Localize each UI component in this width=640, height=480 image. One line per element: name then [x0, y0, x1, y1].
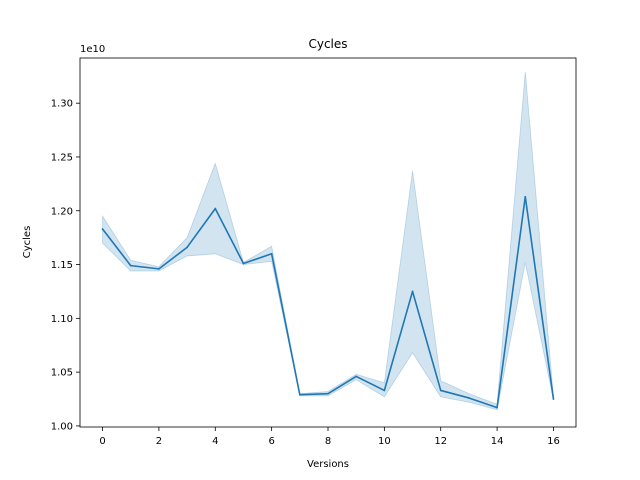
data-point — [129, 264, 132, 267]
x-tick-label: 16 — [547, 436, 560, 447]
data-point — [214, 207, 217, 210]
series-line-segment — [524, 195, 555, 400]
x-tick-label: 6 — [268, 436, 274, 447]
x-axis-title: Versions — [307, 459, 349, 470]
data-point — [524, 195, 527, 198]
series-line-segment — [214, 207, 245, 265]
series-line-segment — [411, 290, 442, 392]
y-tick-label: 1.20 — [51, 206, 73, 217]
series-line-segment — [355, 375, 386, 392]
data-point — [242, 262, 245, 265]
confidence-band — [102, 71, 554, 411]
data-point — [552, 398, 555, 400]
x-tick-label: 14 — [491, 436, 504, 447]
data-point — [299, 393, 301, 396]
series-line-segment — [383, 290, 414, 392]
data-point — [468, 397, 470, 399]
series-line-segment — [129, 264, 160, 270]
series-line-segment — [327, 375, 357, 395]
plot-area — [101, 71, 555, 411]
data-point — [186, 246, 188, 249]
x-tick-label: 8 — [325, 436, 331, 447]
data-point — [270, 253, 273, 255]
data-point — [101, 228, 104, 230]
series-line-segment — [270, 253, 301, 396]
data-point — [411, 290, 414, 293]
x-tick-label: 0 — [99, 436, 105, 447]
data-point — [383, 389, 386, 392]
y-offset-label: 1e10 — [80, 44, 105, 55]
y-axis: 1.00 1.05 1.10 1.15 1.20 1.25 1.30 — [51, 99, 80, 432]
series-line-segment — [186, 207, 217, 249]
data-point — [158, 268, 160, 270]
y-tick-label: 1.10 — [51, 314, 73, 325]
x-tick-label: 12 — [434, 436, 447, 447]
data-point — [327, 392, 329, 395]
y-tick-label: 1.30 — [51, 99, 73, 110]
series-line-segment — [158, 246, 188, 270]
y-tick-label: 1.05 — [51, 368, 73, 379]
series-line-segment — [101, 228, 132, 267]
y-tick-label: 1.00 — [51, 421, 73, 432]
series-line-segment — [299, 392, 329, 396]
y-axis-title: Cycles — [22, 226, 33, 259]
x-tick-label: 4 — [212, 436, 218, 447]
y-tick-label: 1.25 — [51, 152, 73, 163]
y-tick-label: 1.15 — [51, 260, 73, 271]
series-line-segment — [468, 397, 498, 409]
data-point — [439, 389, 442, 392]
chart-title: Cycles — [308, 37, 347, 51]
x-tick-label: 10 — [378, 436, 391, 447]
series-line-segment — [496, 195, 527, 409]
x-axis: 0 2 4 6 8 10 12 14 16 — [99, 427, 560, 447]
series-line-segment — [242, 253, 273, 265]
x-tick-label: 2 — [156, 436, 162, 447]
data-point — [355, 375, 357, 378]
series-line-segment — [439, 389, 470, 399]
data-point — [496, 406, 498, 409]
